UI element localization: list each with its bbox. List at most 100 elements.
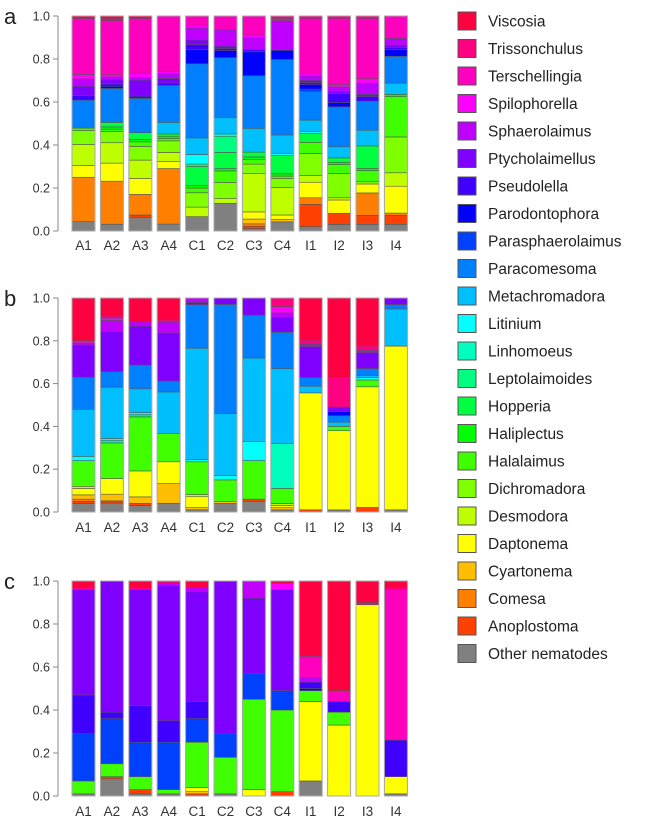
bar-segment-ptycholaimellus bbox=[128, 589, 153, 706]
bar-segment-halalaimus bbox=[71, 460, 96, 487]
bar-b-C3 bbox=[241, 297, 266, 513]
bar-segment-parasphaerolaimus bbox=[213, 733, 238, 758]
bar-segment-viscosia bbox=[355, 297, 380, 347]
bar-frame bbox=[71, 297, 96, 513]
bar-b-A3 bbox=[128, 297, 153, 513]
bar-segment-hopperia bbox=[298, 133, 323, 143]
bar-segment-terschellingia bbox=[298, 17, 323, 74]
bar-segment-metachromadora bbox=[156, 122, 181, 135]
bar-segment-spilophorella bbox=[71, 74, 96, 80]
bar-segment-hopperia bbox=[242, 151, 266, 158]
bar-segment-parodontophora bbox=[327, 411, 351, 417]
bar-segment-pseudolella bbox=[327, 93, 351, 103]
x-tick-label: I1 bbox=[305, 520, 316, 535]
bar-segment-sphaerolaimus bbox=[185, 27, 209, 41]
legend-label: Hopperia bbox=[488, 399, 551, 416]
bar-segment-sphaerolaimus bbox=[71, 342, 96, 346]
bar-segment-desmodora bbox=[71, 144, 96, 166]
bar-c-A2 bbox=[99, 580, 124, 797]
bar-segment-paracomesoma bbox=[355, 368, 380, 376]
bar-segment-parodontophora bbox=[242, 51, 266, 77]
bar-segment-ptycholaimellus bbox=[156, 78, 181, 84]
bar-segment-pseudolella bbox=[355, 96, 380, 102]
legend-item: Ptycholaimellus bbox=[457, 149, 596, 168]
bar-segment-daptonema bbox=[298, 181, 323, 199]
bar-segment-paracomesoma bbox=[242, 75, 266, 129]
bar-segment-cyartonema bbox=[100, 493, 124, 502]
bar-segment-parasphaerolaimus bbox=[71, 733, 96, 782]
x-tick-label: I4 bbox=[390, 520, 402, 535]
bar-segment-daptonema bbox=[185, 496, 209, 508]
bar-segment-litinium bbox=[71, 456, 96, 461]
y-tick-label: 0.8 bbox=[33, 334, 50, 348]
y-tick-label: 0.6 bbox=[33, 661, 50, 675]
bar-segment-desmodora bbox=[242, 173, 266, 213]
x-tick-label: C3 bbox=[245, 520, 262, 535]
bar-a-A2 bbox=[99, 15, 124, 232]
bar-segment-daptonema bbox=[156, 161, 181, 169]
bar-segment-halalaimus bbox=[156, 789, 181, 795]
bar-frame bbox=[128, 580, 153, 797]
bar-segment-other-nematodes bbox=[100, 502, 124, 513]
bar-c-I3 bbox=[355, 580, 380, 797]
bar-segment-comesa bbox=[355, 192, 380, 216]
bar-segment-anoplostoma bbox=[128, 503, 153, 506]
bar-frame bbox=[270, 580, 295, 797]
bar-segment-paracomesoma bbox=[156, 380, 181, 393]
legend-label: Linhomoeus bbox=[488, 344, 573, 361]
bar-segment-hopperia bbox=[213, 152, 238, 169]
bar-segment-other-nematodes bbox=[71, 503, 96, 513]
legend-swatch bbox=[457, 561, 477, 581]
x-tick-label: I3 bbox=[362, 804, 373, 819]
bar-segment-viscosia bbox=[327, 580, 351, 691]
panel-letter: b bbox=[4, 286, 16, 311]
bar-frame bbox=[213, 15, 238, 232]
bar-segment-parasphaerolaimus bbox=[156, 741, 181, 790]
bar-segment-paracomesoma bbox=[128, 98, 153, 133]
bar-segment-sphaerolaimus bbox=[242, 580, 266, 599]
bar-segment-other-nematodes bbox=[384, 223, 408, 232]
bar-segment-desmodora bbox=[185, 494, 209, 498]
y-tick-label: 0.6 bbox=[33, 96, 50, 110]
bar-segment-sphaerolaimus bbox=[100, 76, 124, 80]
bar-segment-desmodora bbox=[384, 172, 408, 187]
bar-segment-metachromadora bbox=[185, 137, 209, 155]
bar-segment-daptonema bbox=[384, 345, 408, 511]
bar-segment-sphaerolaimus bbox=[327, 86, 351, 92]
legend-label: Haliplectus bbox=[488, 426, 564, 443]
bar-segment-sphaerolaimus bbox=[270, 20, 295, 51]
bar-frame bbox=[355, 15, 380, 232]
bar-b-C4 bbox=[270, 297, 295, 513]
bar-segment-desmodora bbox=[100, 142, 124, 164]
bar-segment-anoplostoma bbox=[242, 498, 266, 502]
legend-swatch bbox=[457, 589, 477, 608]
y-tick-label: 1.0 bbox=[33, 10, 50, 24]
bar-segment-ptycholaimellus bbox=[128, 325, 153, 366]
bar-segment-daptonema bbox=[71, 488, 96, 496]
bar-b-A1 bbox=[71, 297, 96, 513]
bar-segment-paracomesoma bbox=[156, 85, 181, 123]
bar-segment-hopperia bbox=[355, 145, 380, 169]
bar-segment-anoplostoma bbox=[71, 500, 96, 504]
bar-b-I4 bbox=[383, 297, 408, 513]
y-tick-label: 1.0 bbox=[33, 575, 50, 589]
legend-item: Daptonema bbox=[457, 534, 569, 553]
bar-segment-halalaimus bbox=[185, 461, 209, 495]
bar-segment-hopperia bbox=[327, 157, 351, 163]
bar-segment-halalaimus bbox=[298, 690, 323, 702]
legend-swatch bbox=[457, 616, 477, 636]
x-tick-label: C4 bbox=[274, 520, 292, 535]
bar-segment-sphaerolaimus bbox=[185, 587, 209, 593]
bar-segment-paracomesoma bbox=[298, 91, 323, 121]
bar-segment-metachromadora bbox=[213, 413, 238, 476]
bar-segment-ptycholaimellus bbox=[156, 332, 181, 382]
x-tick-label: A2 bbox=[104, 804, 121, 819]
legend-label: Desmodora bbox=[488, 509, 568, 526]
bar-frame bbox=[99, 580, 124, 797]
legend-swatch bbox=[457, 424, 477, 443]
bar-c-A4 bbox=[156, 580, 181, 797]
bar-c-C4 bbox=[270, 580, 295, 797]
bar-segment-paracomesoma bbox=[128, 364, 153, 390]
bar-segment-ptycholaimellus bbox=[355, 94, 380, 97]
